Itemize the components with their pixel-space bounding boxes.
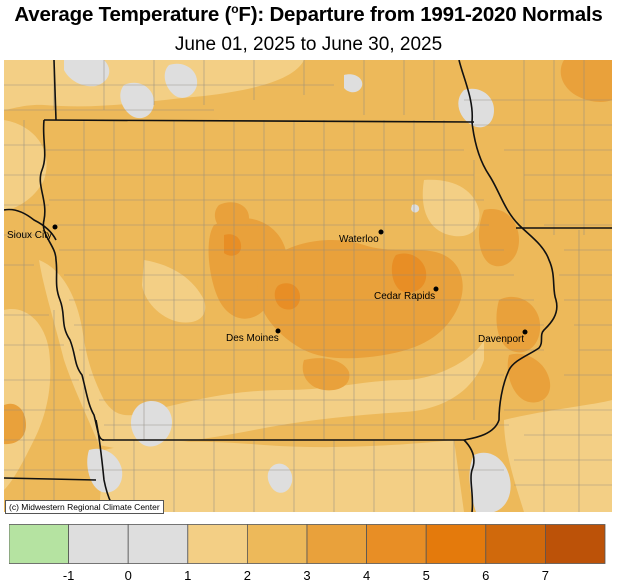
- color-legend: [9, 524, 606, 564]
- legend-tick-label: -1: [62, 568, 75, 583]
- legend-bin: [246, 524, 308, 564]
- city-marker-des-moines: [275, 328, 281, 334]
- legend-bin: [485, 524, 546, 564]
- legend-bin: [366, 524, 427, 564]
- city-label-cedar-rapids: Cedar Rapids: [374, 291, 436, 302]
- legend-bin: [68, 524, 129, 564]
- darker-departure-zones: [224, 234, 427, 310]
- map-title: Average Temperature (oF): Departure from…: [14, 2, 603, 26]
- light-departure-zones: [4, 60, 612, 512]
- legend-bin: [306, 524, 367, 564]
- legend-tick-label: 5: [422, 568, 430, 583]
- city-marker-waterloo: [378, 229, 384, 235]
- legend-tick-label: 4: [362, 568, 371, 583]
- legend-bin: [9, 524, 69, 564]
- city-marker-cedar-rapids: [433, 286, 439, 292]
- city-marker-davenport: [522, 329, 528, 335]
- county-grid: [4, 60, 612, 512]
- gray-departure-zones: [64, 60, 511, 512]
- city-label-sioux-city: Sioux City: [7, 230, 53, 241]
- city-label-davenport: Davenport: [478, 334, 525, 345]
- legend-bin: [545, 524, 606, 564]
- legend-tick-label: 7: [541, 568, 550, 583]
- city-label-waterloo: Waterloo: [339, 234, 379, 245]
- map-subtitle: June 01, 2025 to June 30, 2025: [174, 34, 443, 55]
- legend-bin: [425, 524, 487, 564]
- city-marker-sioux-city: [52, 224, 58, 230]
- legend-tick-label: 3: [303, 568, 311, 583]
- legend-bin: [187, 524, 248, 564]
- temperature-departure-map: [4, 60, 612, 512]
- legend-tick-label: 0: [124, 568, 132, 583]
- legend-tick-label: 1: [184, 568, 192, 583]
- legend-bin: [127, 524, 189, 564]
- city-label-des-moines: Des Moines: [226, 333, 279, 344]
- credit-text: (c) Midwestern Regional Climate Center: [5, 500, 164, 514]
- legend-tick-label: 6: [482, 568, 490, 583]
- legend-tick-label: 2: [243, 568, 252, 583]
- state-borders: [4, 60, 612, 512]
